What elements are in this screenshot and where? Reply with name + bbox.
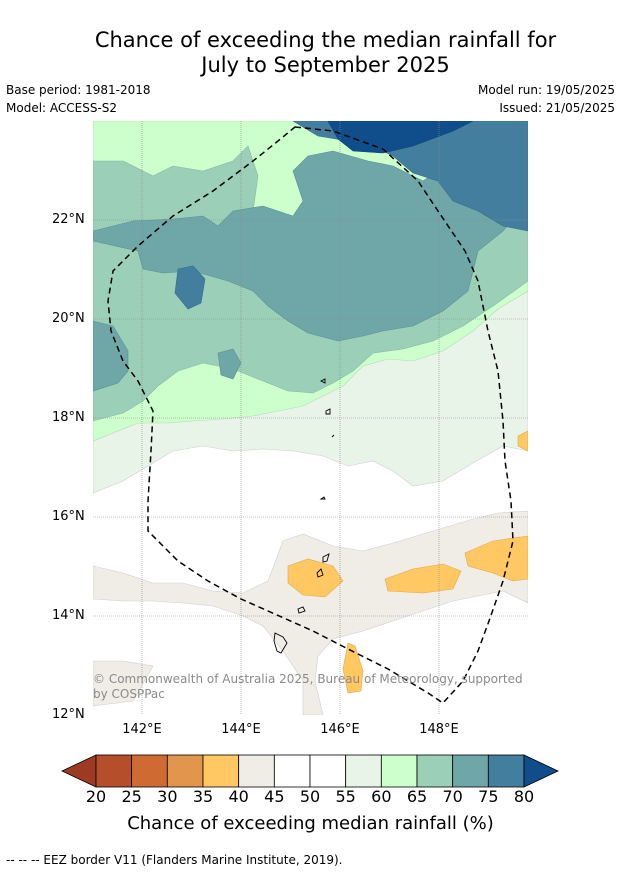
lon-label-146: 146°E [320,722,360,737]
map-canvas [93,121,528,715]
eez-footnote: -- -- -- EEZ border V11 (Flanders Marine… [6,853,343,867]
colorbar-extend-high [523,754,559,788]
meta-left: Base period: 1981-2018 Model: ACCESS-S2 [6,81,151,117]
colorbar-tick-label: 80 [513,787,535,806]
zone-40-45 [93,510,528,715]
rainfall-map [93,121,528,715]
lat-label-18: 18°N [52,410,85,425]
colorbar-segment [131,754,168,788]
colorbar-tick-label: 65 [406,787,428,806]
colorbar-segment [416,754,454,788]
colorbar-svg [61,754,559,788]
title-line-2: July to September 2025 [201,53,450,77]
zone-70-75-blob [217,348,242,380]
colorbar-segment [487,754,525,788]
colorbar-segment [238,754,275,788]
islands [273,378,335,654]
colorbar-tick-label: 25 [121,787,142,806]
zone-40-45-bottom [93,660,154,707]
colorbar-tick-label: 35 [192,787,214,806]
colorbar-tick-label: 70 [442,787,463,806]
lat-label-16: 16°N [52,509,85,524]
zone-75-80-blob [174,265,206,310]
zone-35-40-d [342,642,364,694]
lat-label-14: 14°N [52,608,85,623]
colorbar-label: Chance of exceeding median rainfall (%) [127,813,494,834]
lon-label-144: 144°E [221,722,261,737]
colorbar-tick-label: 30 [157,787,178,806]
colorbar-tick-label: 40 [228,787,249,806]
zone-35-40-a [287,558,344,598]
colorbar-segment [166,754,204,788]
zone-70-75-west [93,320,129,392]
lat-label-22: 22°N [52,212,85,227]
lon-label-148: 148°E [419,722,459,737]
colorbar-segment [345,754,382,788]
zone-35-40-b [384,563,462,594]
base-period: Base period: 1981-2018 [6,83,151,97]
issued-date: Issued: 21/05/2025 [499,101,615,115]
zone-35-40-c [464,535,528,582]
eez-border [107,126,514,704]
colorbar-tick-label: 20 [85,787,107,806]
colorbar-segment [273,754,311,788]
colorbar-tick-label: 60 [371,787,392,806]
colorbar-tick-label: 45 [264,787,285,806]
colorbar [60,754,560,788]
gridlines [93,121,528,715]
zone-above-80 [327,121,474,154]
colorbar-tick-label: 50 [299,787,321,806]
lat-label-12: 12°N [52,707,85,722]
colorbar-extend-low [61,754,97,788]
model-run: Model run: 19/05/2025 [477,83,615,97]
copyright-notice: © Commonwealth of Australia 2025, Bureau… [93,672,523,701]
colorbar-tick-label: 75 [478,787,499,806]
colorbar-segment [452,754,489,788]
lat-label-20: 20°N [52,311,85,326]
colorbar-segment [95,754,133,788]
model-name: Model: ACCESS-S2 [6,101,118,115]
colorbar-segment [309,754,347,788]
title-line-1: Chance of exceeding the median rainfall … [94,28,557,52]
meta-right: Model run: 19/05/2025 Issued: 21/05/2025 [478,81,615,117]
map-title: Chance of exceeding the median rainfall … [0,28,621,78]
zone-35-40-e [517,430,528,452]
colorbar-segment [380,754,418,788]
lon-label-142: 142°E [122,722,162,737]
colorbar-segment [202,754,240,788]
colorbar-tick-label: 55 [335,787,356,806]
